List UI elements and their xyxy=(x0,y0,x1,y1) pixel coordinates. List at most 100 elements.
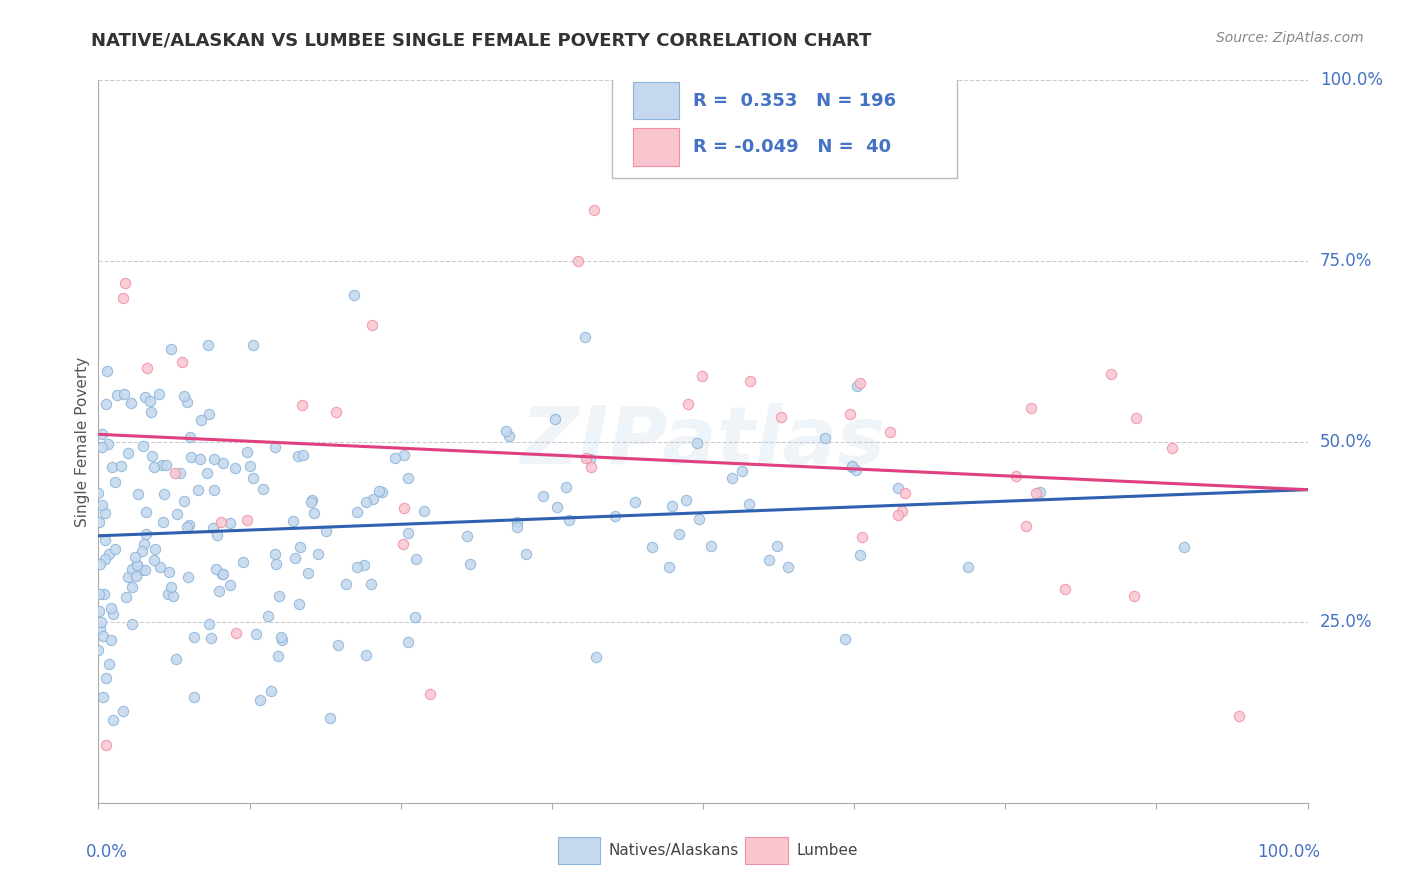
Point xyxy=(96,738,118,752)
Point xyxy=(131,544,153,558)
Point xyxy=(287,449,309,463)
Point xyxy=(585,649,607,664)
Point xyxy=(134,390,156,404)
Point xyxy=(700,539,723,553)
Point xyxy=(624,494,647,508)
Point xyxy=(574,451,596,466)
Point xyxy=(1005,469,1028,483)
Point xyxy=(97,657,120,671)
Point xyxy=(94,533,117,548)
Point xyxy=(291,398,314,412)
Point xyxy=(841,460,863,475)
Point xyxy=(205,562,228,576)
Point xyxy=(281,514,304,528)
Point xyxy=(495,424,517,438)
Point xyxy=(187,483,209,498)
Point xyxy=(299,495,322,509)
Point xyxy=(150,458,173,472)
Point xyxy=(202,483,225,497)
Point xyxy=(688,512,710,526)
Point xyxy=(202,452,225,467)
Point xyxy=(91,629,114,643)
Point xyxy=(1015,518,1038,533)
Point xyxy=(849,548,872,562)
Point xyxy=(89,557,111,571)
Point xyxy=(125,558,148,573)
Point xyxy=(579,451,602,466)
Point xyxy=(531,489,554,503)
Text: 25.0%: 25.0% xyxy=(1320,613,1372,632)
Point xyxy=(419,687,441,701)
Point xyxy=(392,537,415,551)
Point xyxy=(841,458,863,473)
Point xyxy=(112,386,135,401)
Point xyxy=(778,559,800,574)
Point xyxy=(100,633,122,648)
Point xyxy=(242,471,264,485)
Point xyxy=(87,642,110,657)
Point xyxy=(851,530,873,544)
Point xyxy=(125,569,148,583)
Point xyxy=(160,580,183,594)
Point xyxy=(392,448,415,462)
Point xyxy=(166,508,188,522)
Point xyxy=(834,632,856,646)
Point xyxy=(87,604,110,618)
Point xyxy=(103,475,125,489)
FancyBboxPatch shape xyxy=(745,837,787,864)
Point xyxy=(176,395,198,409)
Point xyxy=(131,564,153,578)
Point xyxy=(120,396,142,410)
Point xyxy=(127,487,149,501)
Point xyxy=(335,576,357,591)
Point xyxy=(135,527,157,541)
Text: Source: ZipAtlas.com: Source: ZipAtlas.com xyxy=(1216,31,1364,45)
Point xyxy=(360,577,382,591)
Point xyxy=(290,540,312,554)
Point xyxy=(190,451,212,466)
Point xyxy=(583,203,606,218)
Point xyxy=(264,558,287,572)
Point xyxy=(242,337,264,351)
Point xyxy=(396,634,419,648)
Point xyxy=(356,495,378,509)
Point xyxy=(396,471,419,485)
Point xyxy=(124,550,146,565)
Point xyxy=(111,704,134,718)
Point xyxy=(198,617,221,632)
Point xyxy=(132,439,155,453)
Point xyxy=(361,318,384,332)
Point xyxy=(301,492,323,507)
Point xyxy=(212,567,235,582)
Point xyxy=(384,450,406,465)
Point xyxy=(260,684,283,698)
Text: 100.0%: 100.0% xyxy=(1257,843,1320,861)
Point xyxy=(110,459,132,474)
Point xyxy=(263,440,285,454)
Point xyxy=(157,565,180,579)
Point xyxy=(658,560,681,574)
Point xyxy=(498,429,520,443)
Point xyxy=(153,486,176,500)
Point xyxy=(249,693,271,707)
Point xyxy=(105,388,128,402)
Point xyxy=(87,515,110,529)
Point xyxy=(115,590,138,604)
Point xyxy=(183,630,205,644)
Point xyxy=(515,547,537,561)
Point xyxy=(271,632,294,647)
Point xyxy=(1161,441,1184,455)
Point xyxy=(121,580,143,594)
Point xyxy=(143,553,166,567)
Point xyxy=(202,520,225,534)
Point xyxy=(90,615,112,630)
Point xyxy=(956,560,979,574)
Point xyxy=(117,569,139,583)
Point xyxy=(245,627,267,641)
FancyBboxPatch shape xyxy=(558,837,600,864)
Point xyxy=(1053,582,1076,596)
Y-axis label: Single Female Poverty: Single Female Poverty xyxy=(75,357,90,526)
Point xyxy=(208,584,231,599)
Point xyxy=(267,589,290,603)
Point xyxy=(96,364,118,378)
